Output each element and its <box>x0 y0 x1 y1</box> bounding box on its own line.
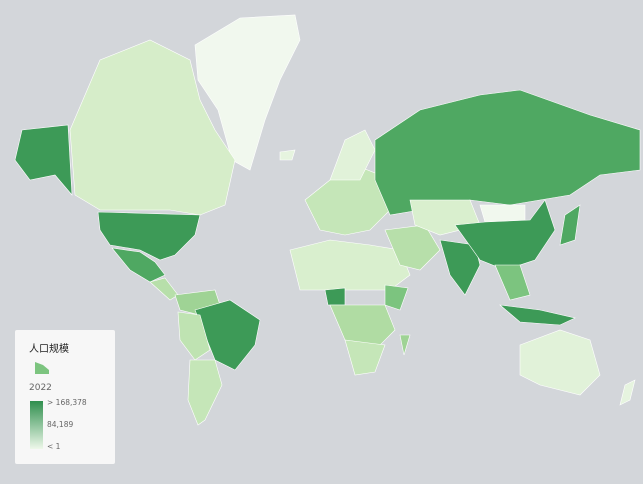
scandinavia[interactable] <box>329 129 376 181</box>
argentina-chile[interactable] <box>187 359 223 426</box>
nigeria[interactable] <box>324 287 346 306</box>
china[interactable] <box>454 199 556 271</box>
mongolia[interactable] <box>479 204 526 223</box>
peru-bolivia[interactable] <box>177 311 211 361</box>
legend-gradient-bar <box>30 401 43 449</box>
africa-south[interactable] <box>344 339 386 376</box>
new-zealand[interactable] <box>619 379 636 406</box>
central-america[interactable] <box>149 277 179 301</box>
canada[interactable] <box>69 39 236 216</box>
africa-north[interactable] <box>289 239 411 291</box>
ethiopia[interactable] <box>384 284 409 311</box>
legend-mid-label: 84,189 <box>47 420 74 429</box>
legend-title: 人口规模 <box>29 344 69 355</box>
mexico[interactable] <box>111 247 166 283</box>
legend-max-label: > 168,378 <box>47 398 87 407</box>
legend-min-label: < 1 <box>47 442 61 451</box>
legend-year: 2022 <box>29 383 52 393</box>
greenland[interactable] <box>194 14 301 171</box>
legend-swatch-icon <box>35 362 49 374</box>
alaska[interactable] <box>14 124 73 196</box>
africa-central[interactable] <box>329 304 396 346</box>
indonesia[interactable] <box>499 304 576 326</box>
madagascar[interactable] <box>399 334 411 356</box>
japan[interactable] <box>559 204 581 246</box>
russia[interactable] <box>374 89 641 216</box>
southeast-asia[interactable] <box>494 264 531 301</box>
australia[interactable] <box>519 329 601 396</box>
usa[interactable] <box>97 211 201 261</box>
iceland[interactable] <box>279 149 296 161</box>
map-legend: 人口规模 2022 > 168,378 84,189 < 1 <box>15 330 115 464</box>
